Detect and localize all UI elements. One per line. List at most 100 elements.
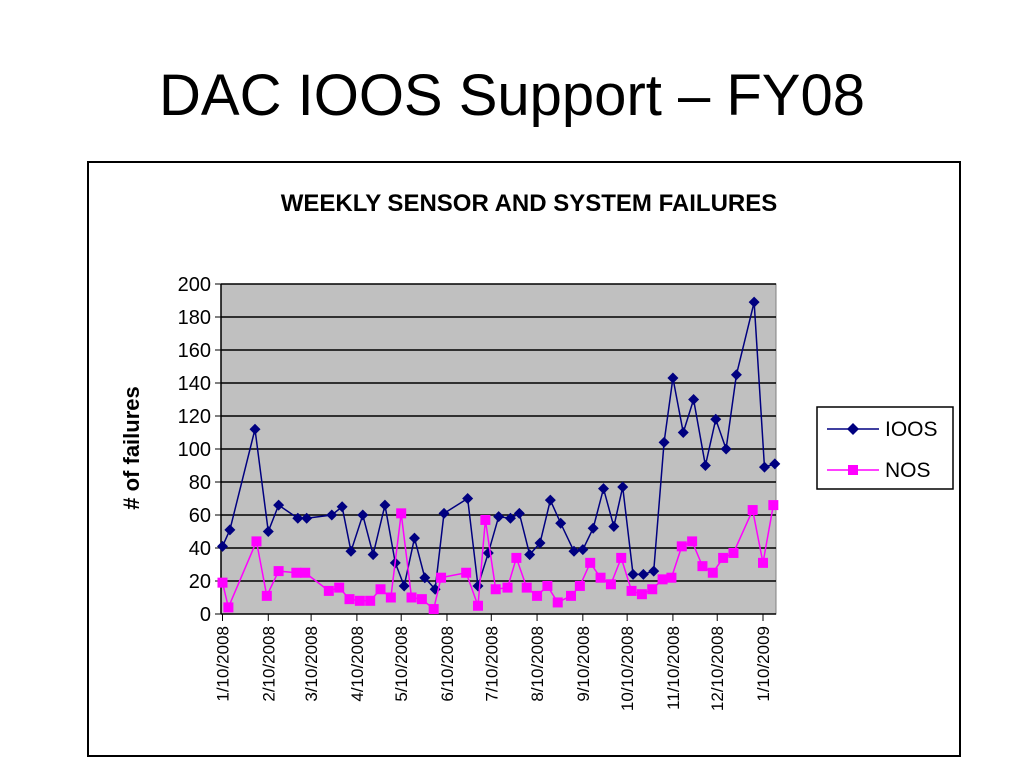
- x-tick-label: 2/10/2008: [259, 626, 278, 702]
- data-point-ioos: [326, 509, 338, 521]
- y-tick-label: 100: [178, 439, 211, 461]
- y-tick-label: 20: [189, 571, 211, 593]
- data-point-ioos: [262, 526, 274, 537]
- x-tick-label: 3/10/2008: [302, 626, 321, 702]
- data-point-ioos: [555, 517, 567, 529]
- data-point-nos: [626, 585, 637, 596]
- data-point-ioos: [398, 580, 410, 592]
- data-point-nos: [406, 592, 417, 603]
- data-point-ioos: [730, 369, 742, 381]
- data-point-nos: [728, 547, 739, 558]
- data-point-nos: [436, 572, 447, 583]
- x-tick-label: 1/10/2008: [214, 626, 233, 702]
- legend: IOOS NOS: [816, 406, 954, 490]
- data-point-nos: [385, 592, 396, 603]
- data-point-ioos: [568, 545, 580, 557]
- y-tick-label: 120: [178, 406, 211, 428]
- x-tick-label: 9/10/2008: [574, 626, 593, 702]
- data-point-ioos: [513, 507, 525, 519]
- data-point-ioos: [419, 572, 431, 584]
- x-tick-label: 7/10/2008: [482, 626, 501, 702]
- y-tick-label: 140: [178, 373, 211, 395]
- data-point-ioos: [249, 423, 261, 435]
- data-point-nos: [323, 585, 334, 596]
- y-tick-label: 180: [178, 307, 211, 329]
- x-tick-label: 4/10/2008: [348, 626, 367, 702]
- data-point-nos: [396, 508, 407, 519]
- data-point-ioos: [667, 372, 679, 384]
- data-point-nos: [251, 536, 262, 547]
- data-point-nos: [574, 580, 585, 591]
- y-tick-label: 160: [178, 340, 211, 362]
- data-point-ioos: [748, 296, 760, 308]
- data-point-nos: [502, 582, 513, 593]
- data-point-nos: [223, 602, 234, 613]
- data-point-nos: [300, 567, 311, 578]
- data-point-nos: [616, 552, 627, 563]
- data-point-ioos: [472, 580, 484, 592]
- data-point-nos: [566, 590, 577, 601]
- data-point-ioos: [273, 499, 285, 511]
- x-tick-label: 6/10/2008: [438, 626, 457, 702]
- data-point-nos: [291, 567, 302, 578]
- legend-label-nos: NOS: [885, 459, 931, 482]
- data-point-nos: [747, 505, 758, 516]
- data-point-ioos: [758, 461, 770, 473]
- data-point-ioos: [544, 494, 556, 506]
- chart-title: WEEKLY SENSOR AND SYSTEM FAILURES: [281, 190, 778, 217]
- series-ioos: [217, 296, 781, 595]
- x-tick-label: 11/10/2008: [664, 626, 683, 710]
- data-point-ioos: [658, 436, 670, 448]
- plot-area: 0 20 40 60 80 100 120 140 160 180 200 1/10/2008 2/10…: [178, 274, 781, 711]
- y-tick-label: 0: [200, 604, 211, 626]
- x-tick-label: 1/10/2009: [754, 626, 773, 702]
- data-point-ioos: [587, 522, 599, 534]
- legend-label-ioos: IOOS: [885, 418, 938, 441]
- data-point-ioos: [217, 540, 228, 552]
- data-point-ioos: [357, 509, 369, 521]
- data-point-ioos: [534, 537, 546, 549]
- data-point-nos: [707, 567, 718, 578]
- data-point-nos: [261, 590, 272, 601]
- data-point-nos: [375, 584, 386, 595]
- data-point-ioos: [699, 460, 711, 471]
- data-point-nos: [461, 567, 472, 578]
- data-point-nos: [334, 582, 345, 593]
- data-point-ioos: [504, 512, 516, 524]
- y-tick-label: 80: [189, 472, 211, 494]
- data-point-nos: [344, 594, 355, 605]
- data-point-nos: [511, 552, 522, 563]
- data-point-nos: [552, 597, 563, 608]
- x-tick-label: 5/10/2008: [392, 626, 411, 702]
- data-point-ioos: [677, 427, 689, 438]
- data-point-ioos: [345, 545, 357, 557]
- data-point-nos: [521, 582, 532, 593]
- data-point-nos: [416, 594, 427, 605]
- data-point-nos: [758, 557, 768, 568]
- y-tick-label: 200: [178, 274, 211, 296]
- data-point-ioos: [224, 524, 236, 536]
- data-point-ioos: [408, 532, 420, 544]
- data-point-ioos: [720, 443, 732, 455]
- data-point-ioos: [367, 549, 379, 561]
- legend-box: [816, 406, 954, 490]
- data-point-ioos: [301, 512, 313, 524]
- data-point-nos: [595, 572, 606, 583]
- x-tick-label: 8/10/2008: [528, 626, 547, 702]
- x-tick-label: 10/10/2008: [618, 626, 637, 711]
- data-point-nos: [768, 500, 779, 511]
- data-point-nos: [273, 566, 284, 577]
- data-point-nos: [718, 552, 729, 563]
- data-point-nos: [666, 572, 677, 583]
- data-point-ioos: [637, 568, 649, 580]
- failures-line-chart: WEEKLY SENSOR AND SYSTEM FAILURES # of f…: [119, 190, 954, 711]
- y-tick-label: 60: [189, 505, 211, 527]
- data-point-nos: [697, 561, 708, 572]
- data-point-ioos: [627, 568, 639, 580]
- data-point-nos: [647, 584, 658, 595]
- chart-frame: WEEKLY SENSOR AND SYSTEM FAILURES # of f…: [87, 161, 961, 757]
- y-tick-label: 40: [189, 538, 211, 560]
- data-point-ioos: [608, 521, 620, 533]
- data-point-nos: [585, 557, 596, 568]
- data-point-ioos: [710, 413, 722, 425]
